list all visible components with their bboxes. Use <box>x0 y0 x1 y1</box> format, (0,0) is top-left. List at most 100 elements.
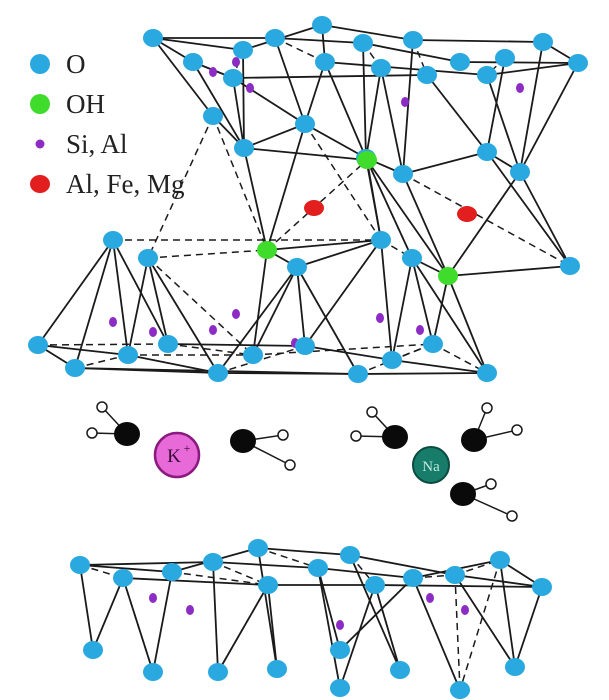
oxygen-atom <box>382 351 402 369</box>
oxygen-atom <box>265 29 285 47</box>
structure-bond <box>79 564 94 651</box>
oxygen-atom <box>402 249 422 267</box>
water-oxygen <box>461 428 487 452</box>
structure-bond <box>514 586 543 668</box>
structure-bond <box>79 564 173 573</box>
structure-bond <box>242 49 245 149</box>
oxygen-atom <box>477 143 497 161</box>
structure-bond <box>519 41 544 173</box>
structure-bond <box>519 62 579 173</box>
water-hydrogen <box>481 402 493 414</box>
structure-bond <box>412 577 461 691</box>
oxygen-atom <box>234 139 254 157</box>
si-al-atom <box>232 57 240 67</box>
oxygen-atom <box>267 660 287 678</box>
potassium-ion-charge: + <box>184 441 191 455</box>
oxygen-atom <box>243 346 263 364</box>
structure-bond <box>274 37 306 125</box>
oxygen-atom <box>295 115 315 133</box>
legend-label-octahedral: Al, Fe, Mg <box>66 169 185 199</box>
structure-bond <box>391 257 413 361</box>
structure-bond-dashed <box>217 584 269 673</box>
oxygen-atom <box>505 658 525 676</box>
si-al-atoms <box>109 57 524 630</box>
structure-bond <box>167 343 306 347</box>
structure-bond <box>499 559 516 668</box>
water-hydrogen <box>96 401 108 413</box>
oxygen-atom <box>532 578 552 596</box>
structure-bond <box>317 567 414 579</box>
oxygen-atom <box>183 53 203 71</box>
si-al-atom <box>401 97 409 107</box>
structure-bond <box>257 547 278 670</box>
oxygen-atom <box>353 34 373 52</box>
structure-bond <box>152 37 214 117</box>
oxygen-atom <box>417 66 437 84</box>
legend-item-octahedral: Al, Fe, Mg <box>26 164 236 204</box>
structure-bond <box>366 159 413 259</box>
oxygen-atom <box>315 53 335 71</box>
structure-bond <box>365 157 382 241</box>
oxygen-atom <box>568 54 588 72</box>
oxygen-atom <box>348 365 368 383</box>
oxygen-atom <box>208 364 228 382</box>
potassium-ion-label: K <box>167 446 181 467</box>
oxygen-atom <box>28 336 48 354</box>
structure-bond <box>152 571 173 673</box>
oxygen-atom <box>203 553 223 571</box>
structure-bond <box>486 151 571 267</box>
water-oxygen <box>230 429 256 453</box>
si-al-atom <box>109 317 117 327</box>
oxygen-atom <box>371 59 391 77</box>
oxygen-legend-dot <box>30 54 50 74</box>
structure-bond <box>380 239 393 361</box>
si-al-atom <box>461 605 469 615</box>
structure-bond <box>74 239 114 369</box>
oxygen-atom <box>533 33 553 51</box>
legend-item-oxygen: O <box>26 44 236 84</box>
water-oxygen <box>382 425 408 449</box>
hydroxyl-atom <box>438 267 458 285</box>
structure-bond <box>324 61 488 76</box>
structure-bond <box>366 159 449 277</box>
structure-bond <box>357 372 488 375</box>
oxygen-atom <box>490 551 510 569</box>
si-al-atom <box>416 325 424 335</box>
si-al-atom <box>149 593 157 603</box>
structure-bond <box>304 239 382 347</box>
oxygen-atom <box>223 69 243 87</box>
structure-bond-dashed <box>454 574 461 691</box>
structure-bond <box>212 561 319 569</box>
structure-bond <box>243 123 306 149</box>
structure-bond <box>243 147 368 161</box>
oxygen-atom <box>330 641 350 659</box>
oxygen-atom <box>258 576 278 594</box>
structure-bond-dashed <box>432 343 488 374</box>
structure-bond <box>122 577 269 586</box>
oxygen-atom <box>450 681 470 699</box>
oxygen-atoms <box>28 16 588 699</box>
structure-bond <box>92 577 124 651</box>
water-hydrogen <box>366 406 378 418</box>
structure-bond <box>519 171 571 267</box>
structure-bond <box>365 67 382 159</box>
structure-bond <box>296 239 382 268</box>
oxygen-atom <box>365 576 385 594</box>
structure-bond <box>411 257 488 374</box>
structure-bond <box>402 39 414 175</box>
si-al-atom <box>376 313 384 323</box>
structure-bond-dashed <box>212 115 268 251</box>
oxygen-atom <box>83 641 103 659</box>
oxygen-atom <box>450 53 470 71</box>
structure-bond <box>79 561 214 566</box>
oxygen-atom <box>118 346 138 364</box>
structure-bond-dashed <box>212 561 269 586</box>
si-al-atom <box>516 83 524 93</box>
structure-bond <box>402 173 449 277</box>
structure-bond <box>447 265 571 277</box>
structure-bond-dashed <box>122 577 154 673</box>
structure-bond-dashed <box>374 584 401 671</box>
structure-bond-dashed <box>147 249 268 259</box>
oxygen-atom <box>103 231 123 249</box>
